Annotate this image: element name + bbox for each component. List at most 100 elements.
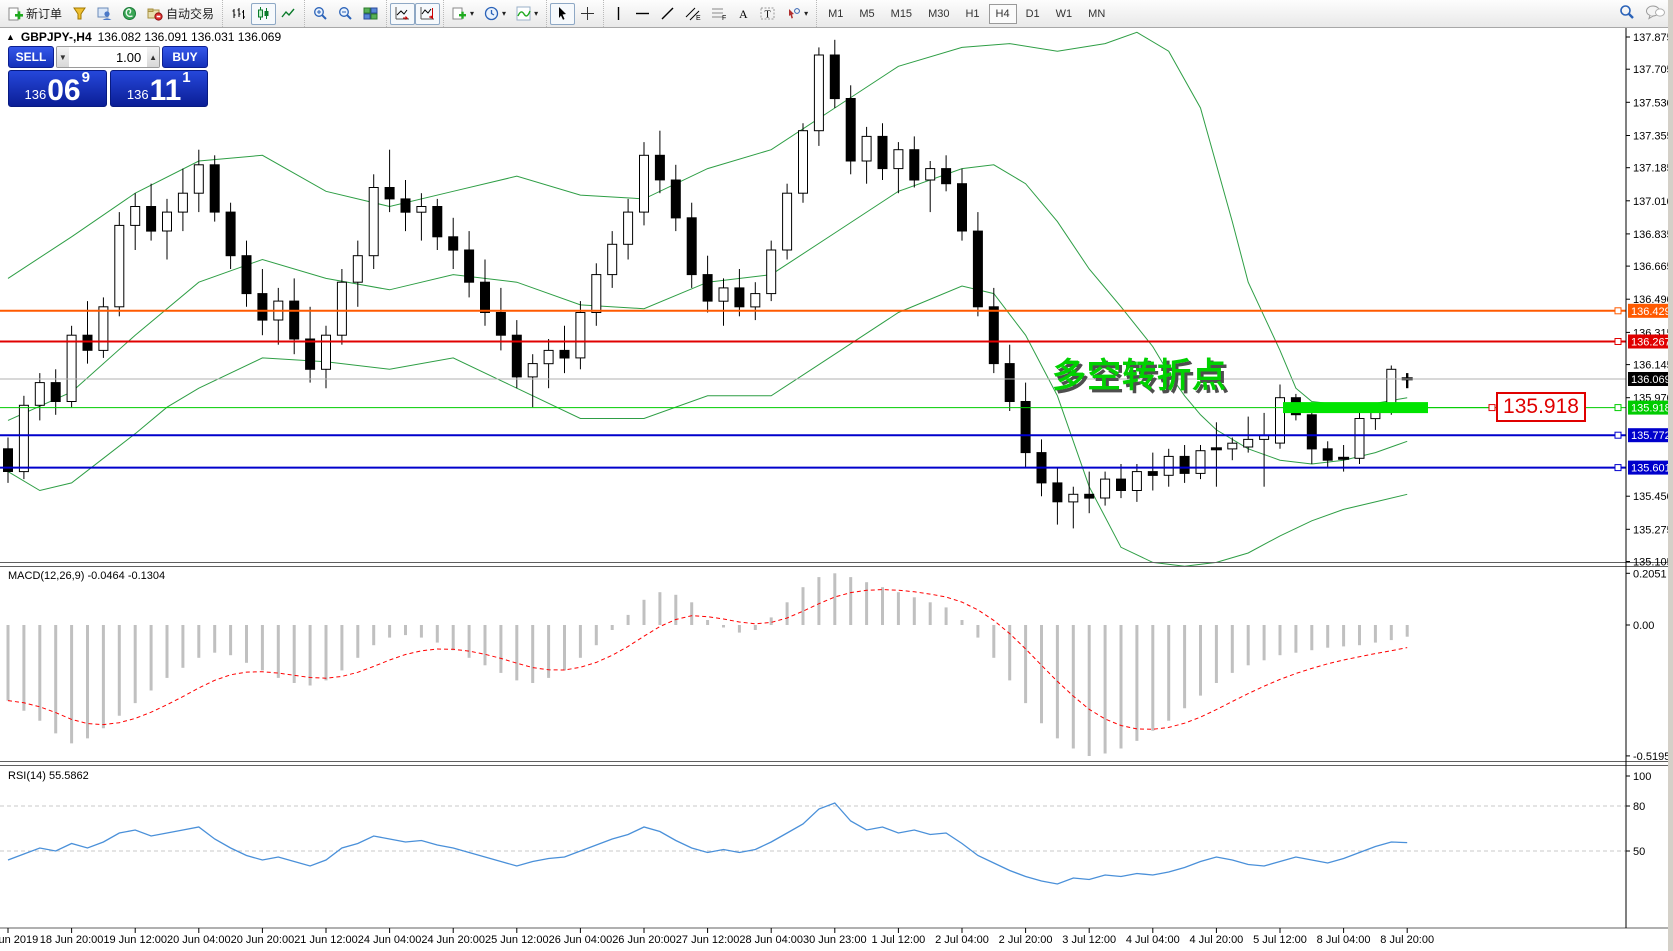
chart-shift-button[interactable]: [415, 2, 441, 25]
one-click-trading-widget: SELL ▼ ▲ BUY 136 06 9 136 11 1: [8, 46, 208, 107]
sell-price-button[interactable]: 136 06 9: [8, 70, 107, 107]
svg-text:1 Jul 12:00: 1 Jul 12:00: [871, 934, 925, 946]
svg-text:2 Jul 20:00: 2 Jul 20:00: [999, 934, 1053, 946]
channel-icon: E: [685, 7, 701, 21]
chart-ohlc-header: ▲ GBPJPY-,H4 136.082 136.091 136.031 136…: [6, 30, 281, 44]
volume-decrease-button[interactable]: ▼: [57, 47, 69, 67]
collapse-arrow-icon[interactable]: ▲: [6, 32, 15, 42]
cursor-button[interactable]: [550, 2, 576, 25]
crosshair-button[interactable]: [575, 3, 600, 25]
svg-text:137.875: 137.875: [1633, 32, 1673, 44]
periods-dropdown[interactable]: ▾: [479, 3, 511, 25]
rsi-panel: [0, 802, 1626, 885]
svg-text:20 Jun 04:00: 20 Jun 04:00: [167, 934, 231, 946]
tab-timeframe-H4[interactable]: H4: [988, 3, 1017, 24]
tab-timeframe-M5[interactable]: M5: [852, 4, 881, 24]
new-order-label: 新订单: [26, 7, 63, 21]
equidistant-channel-button[interactable]: E: [680, 3, 706, 25]
tab-timeframe-D1[interactable]: D1: [1019, 4, 1047, 24]
svg-text:T: T: [765, 10, 771, 21]
svg-text:20 Jun 20:00: 20 Jun 20:00: [231, 934, 295, 946]
toolbar-group-drawing: E F A T ▾: [603, 0, 816, 27]
svg-text:8 Jul 20:00: 8 Jul 20:00: [1380, 934, 1434, 946]
ohlc-values: 136.082 136.091 136.031 136.069: [97, 30, 282, 44]
price-callout[interactable]: 135.918: [1496, 392, 1586, 422]
clock-icon: [484, 6, 499, 21]
svg-text:26 Jun 04:00: 26 Jun 04:00: [549, 934, 613, 946]
trendline-button[interactable]: [655, 3, 680, 25]
tab-timeframe-M1[interactable]: M1: [821, 4, 850, 24]
search-icon: [1620, 5, 1634, 19]
zoom-out-button[interactable]: [333, 3, 358, 25]
funnel-icon: [73, 7, 86, 20]
svg-text:50: 50: [1633, 846, 1645, 858]
buy-price-pip: 1: [182, 69, 191, 86]
tab-timeframe-MN[interactable]: MN: [1081, 4, 1112, 24]
svg-text:25 Jun 12:00: 25 Jun 12:00: [485, 934, 549, 946]
text-label-button[interactable]: T: [755, 3, 781, 25]
sell-price-pip: 9: [81, 69, 90, 86]
indicators-dropdown[interactable]: ▾: [511, 3, 543, 25]
zoom-in-icon: [314, 7, 327, 20]
annotation-text[interactable]: 多空转折点: [1052, 357, 1227, 395]
expert-advisors-button[interactable]: [117, 3, 142, 25]
tab-timeframe-M30[interactable]: M30: [921, 4, 956, 24]
svg-text:136.145: 136.145: [1633, 360, 1673, 372]
new-order-button[interactable]: 新订单: [3, 3, 67, 25]
chevron-down-icon: ▾: [534, 9, 539, 18]
svg-text:136.835: 136.835: [1633, 229, 1673, 241]
macd-panel: [6, 573, 1409, 756]
sell-button[interactable]: SELL: [8, 46, 54, 68]
price-tags: 136.429 136.267 136.069 135.918 135.772 135.6…: [1628, 303, 1673, 475]
symbol-period-label: GBPJPY-,H4: [20, 30, 92, 44]
text-button[interactable]: A: [732, 3, 755, 25]
horizontal-line-button[interactable]: [630, 3, 655, 25]
zoom-in-button[interactable]: [308, 3, 333, 25]
toolbar-group-objects: ▾ ▾ ▾: [443, 0, 546, 27]
tab-timeframe-M15[interactable]: M15: [884, 4, 919, 24]
chevron-down-icon: ▾: [470, 9, 475, 18]
buy-button[interactable]: BUY: [162, 46, 208, 68]
vertical-line-button[interactable]: [607, 3, 630, 25]
toolbar-group-scroll: [386, 0, 443, 27]
chat-icon: [1646, 5, 1665, 20]
styler-button[interactable]: [67, 3, 92, 25]
tile-windows-button[interactable]: [358, 3, 383, 25]
volume-input[interactable]: [68, 47, 148, 67]
volume-increase-button[interactable]: ▲: [147, 47, 159, 67]
svg-text:135.601: 135.601: [1631, 463, 1671, 475]
auto-scroll-button[interactable]: [390, 2, 416, 25]
svg-text:A: A: [739, 7, 748, 21]
chat-button[interactable]: [1645, 4, 1665, 23]
price-level-lines[interactable]: [0, 307, 1626, 472]
svg-text:100: 100: [1633, 771, 1651, 783]
profiles-button[interactable]: [92, 3, 117, 25]
svg-text:137.185: 137.185: [1633, 163, 1673, 175]
autotrading-button[interactable]: 自动交易: [142, 3, 219, 25]
zoom-out-icon: [339, 7, 352, 20]
buy-price-button[interactable]: 136 11 1: [109, 69, 208, 107]
search-button[interactable]: [1619, 4, 1635, 23]
line-chart-button[interactable]: [276, 3, 301, 25]
arrows-dropdown[interactable]: ▾: [781, 3, 813, 25]
new-chart-dropdown[interactable]: ▾: [447, 3, 479, 25]
candlestick-chart-button[interactable]: [251, 2, 277, 25]
crosshair-icon: [581, 7, 595, 20]
person-window-icon: [97, 7, 112, 20]
tab-timeframe-H1[interactable]: H1: [958, 4, 986, 24]
svg-text:137.530: 137.530: [1633, 97, 1673, 109]
text-a-icon: A: [739, 7, 748, 21]
svg-text:-0.5195: -0.5195: [1633, 751, 1670, 763]
window-edge: [1668, 0, 1673, 951]
fibonacci-button[interactable]: F: [706, 3, 732, 25]
one-click-prices: 136 06 9 136 11 1: [8, 70, 208, 107]
svg-text:30 Jun 23:00: 30 Jun 23:00: [803, 934, 867, 946]
tab-timeframe-W1[interactable]: W1: [1049, 4, 1080, 24]
indicators-icon: [516, 6, 531, 21]
svg-text:135.275: 135.275: [1633, 524, 1673, 536]
bar-chart-button[interactable]: [226, 3, 251, 25]
toolbar-group-zoom: [304, 0, 386, 27]
bollinger-bands: [7, 31, 1408, 567]
svg-text:136.665: 136.665: [1633, 261, 1673, 273]
